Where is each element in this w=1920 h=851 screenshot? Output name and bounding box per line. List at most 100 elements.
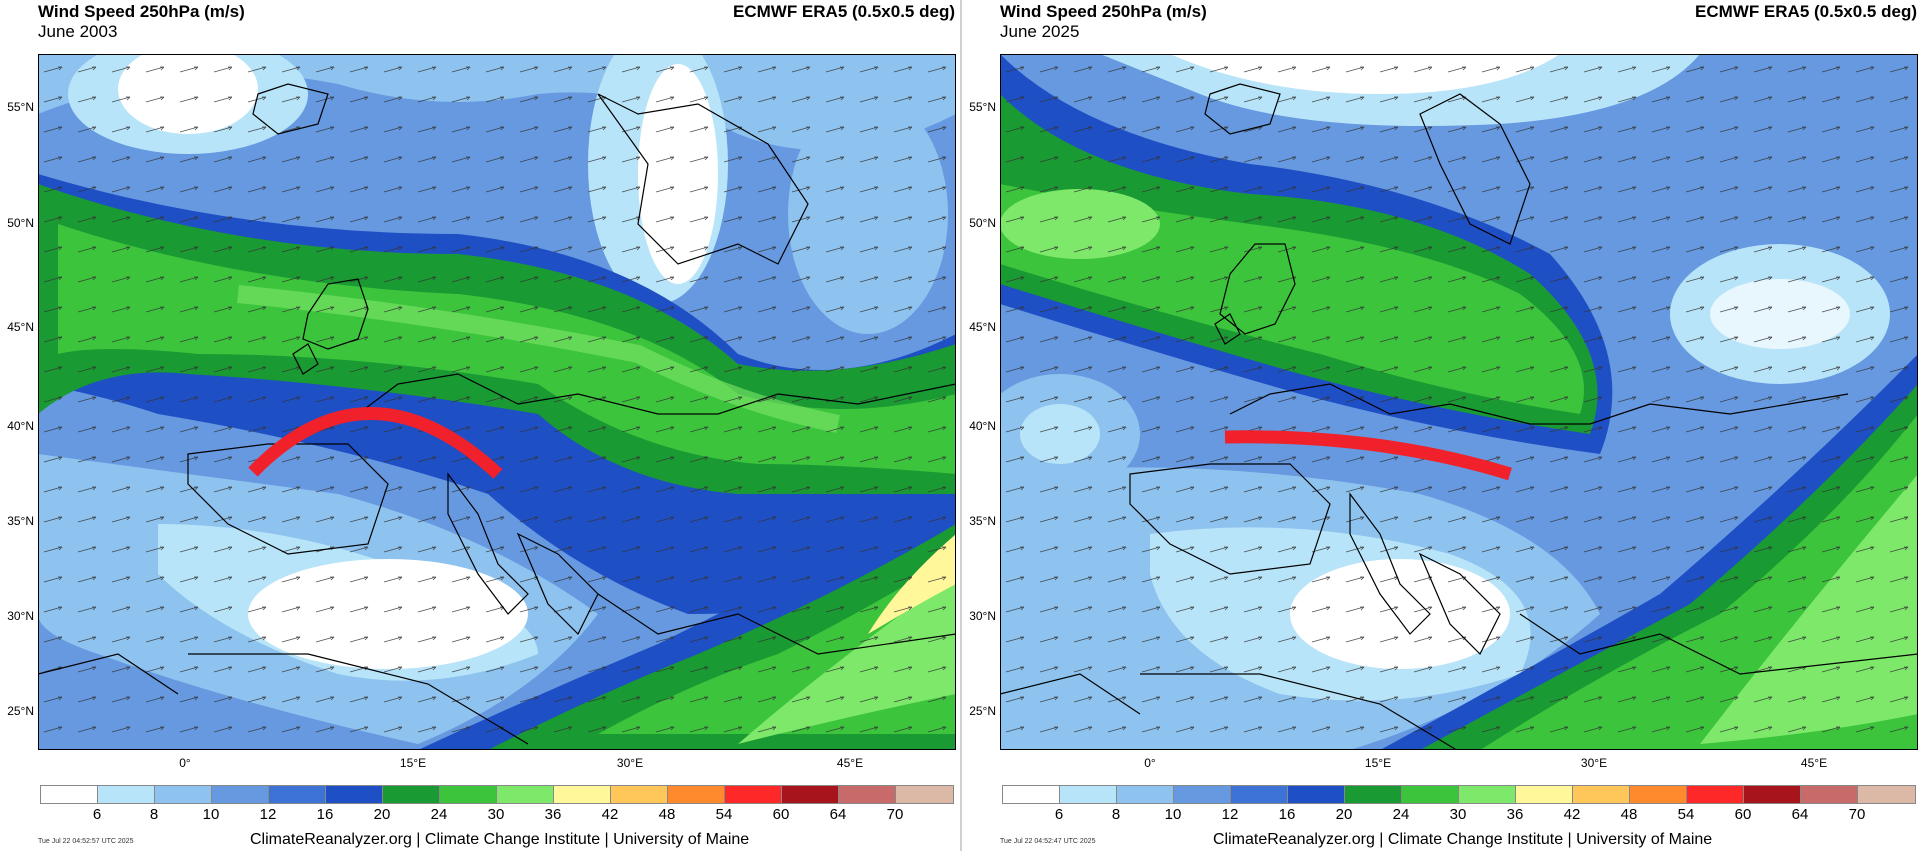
map-panel-june-2003: Wind Speed 250hPa (m/s) June 2003 ECMWF … — [7, 2, 956, 848]
colorbar-tick-label: 64 — [829, 806, 847, 823]
colorbar-swatch — [497, 786, 554, 803]
colorbar-tick-label: 16 — [1278, 806, 1296, 823]
coastlines — [1000, 83, 1918, 750]
colorbar-swatch — [1402, 786, 1459, 803]
colorbar-swatch — [1687, 786, 1744, 803]
colorbar-tick-label: 54 — [1677, 806, 1695, 823]
colorbar-tick-label: 30 — [487, 806, 505, 823]
colorbar-swatch — [383, 786, 440, 803]
colorbar-tick-label: 10 — [1164, 806, 1182, 823]
lat-label: 30°N — [969, 609, 996, 623]
lon-label: 15°E — [399, 756, 427, 770]
colorbar-swatch — [1630, 786, 1687, 803]
colorbar-tick-label: 48 — [1620, 806, 1638, 823]
credit-line: ClimateReanalyzer.org | Climate Change I… — [1213, 831, 1713, 848]
lat-label: 55°N — [969, 100, 996, 114]
lat-label: 45°N — [969, 320, 996, 334]
colorbar-tick-label: 6 — [92, 806, 102, 823]
map-title: Wind Speed 250hPa (m/s) — [1000, 2, 1207, 21]
lat-label: 45°N — [7, 320, 34, 334]
colorbar-tick-label: 16 — [316, 806, 334, 823]
lat-label: 40°N — [7, 419, 34, 433]
lon-label: 0° — [1144, 756, 1156, 770]
timestamp: Tue Jul 22 04:52:57 UTC 2025 — [38, 838, 134, 845]
map-period: June 2003 — [38, 22, 118, 41]
lat-label: 50°N — [969, 216, 996, 230]
colorbar-tick-label: 36 — [544, 806, 562, 823]
colorbar-swatch — [1459, 786, 1516, 803]
colorbar-swatch — [1744, 786, 1801, 803]
colorbar-tick-label: 10 — [202, 806, 220, 823]
colorbar-swatch — [41, 786, 98, 803]
lat-label: 50°N — [7, 216, 34, 230]
wind-speed-map-2003 — [38, 54, 956, 750]
colorbar-swatch — [269, 786, 326, 803]
colorbar-tick-label: 54 — [715, 806, 733, 823]
colorbar-swatch — [725, 786, 782, 803]
lon-label: 45°E — [836, 756, 864, 770]
timestamp: Tue Jul 22 04:52:47 UTC 2025 — [1000, 838, 1096, 845]
lon-label: 45°E — [1800, 756, 1828, 770]
colorbar-swatch — [326, 786, 383, 803]
colorbar-tick-label: 64 — [1791, 806, 1809, 823]
data-source: ECMWF ERA5 (0.5x0.5 deg) — [1695, 2, 1917, 21]
lon-label: 30°E — [1580, 756, 1608, 770]
colorbar-swatch — [896, 786, 953, 803]
wind-speed-map-2025 — [1000, 54, 1918, 750]
colorbar-swatch — [839, 786, 896, 803]
lat-label: 25°N — [7, 704, 34, 718]
map-title: Wind Speed 250hPa (m/s) — [38, 2, 245, 21]
map-panel-june-2025: Wind Speed 250hPa (m/s) June 2025 ECMWF … — [962, 0, 1920, 851]
colorbar-tick-label: 60 — [1734, 806, 1752, 823]
lat-label: 35°N — [7, 514, 34, 528]
colorbar-tick-label: 70 — [886, 806, 904, 823]
map-period: June 2025 — [1000, 22, 1080, 41]
colorbar-tick-label: 8 — [1111, 806, 1121, 823]
data-source: ECMWF ERA5 (0.5x0.5 deg) — [733, 2, 955, 21]
colorbar-swatch — [1117, 786, 1174, 803]
colorbar-tick-label: 20 — [373, 806, 391, 823]
colorbar-swatch — [1288, 786, 1345, 803]
lat-label: 35°N — [969, 514, 996, 528]
colorbar-tick-label: 6 — [1054, 806, 1064, 823]
colorbar-swatch — [1003, 786, 1060, 803]
colorbar-tick-label: 42 — [1563, 806, 1581, 823]
colorbar-tick-label: 42 — [601, 806, 619, 823]
lat-label: 55°N — [7, 100, 34, 114]
colorbar-swatch — [440, 786, 497, 803]
colorbar-tick-label: 8 — [149, 806, 159, 823]
lat-label: 30°N — [7, 609, 34, 623]
colorbar-swatch — [1858, 786, 1915, 803]
colorbar-tick-label: 12 — [259, 806, 277, 823]
colorbar-tick-label: 60 — [772, 806, 790, 823]
colorbar-swatch — [782, 786, 839, 803]
jet-stream-arc — [1224, 430, 1512, 481]
colorbar-swatch — [155, 786, 212, 803]
colorbar-swatch — [1060, 786, 1117, 803]
credit-line: ClimateReanalyzer.org | Climate Change I… — [250, 831, 750, 848]
colorbar-tick-label: 36 — [1506, 806, 1524, 823]
lon-label: 0° — [179, 756, 191, 770]
colorbar — [1002, 785, 1916, 804]
colorbar-swatch — [1345, 786, 1402, 803]
colorbar-swatch — [668, 786, 725, 803]
colorbar-tick-label: 70 — [1848, 806, 1866, 823]
colorbar-swatch — [1573, 786, 1630, 803]
colorbar-swatch — [212, 786, 269, 803]
colorbar-tick-label: 20 — [1335, 806, 1353, 823]
colorbar-tick-label: 24 — [430, 806, 448, 823]
colorbar-swatch — [1516, 786, 1573, 803]
lon-label: 30°E — [616, 756, 644, 770]
colorbar-swatch — [1174, 786, 1231, 803]
colorbar-swatch — [98, 786, 155, 803]
colorbar-tick-label: 48 — [658, 806, 676, 823]
lon-label: 15°E — [1364, 756, 1392, 770]
jet-stream-arc — [248, 407, 503, 479]
colorbar-tick-label: 24 — [1392, 806, 1410, 823]
panel-divider — [960, 0, 962, 851]
colorbar-swatch — [554, 786, 611, 803]
colorbar — [40, 785, 954, 804]
colorbar-swatch — [1801, 786, 1858, 803]
lat-label: 40°N — [969, 419, 996, 433]
lat-label: 25°N — [969, 704, 996, 718]
